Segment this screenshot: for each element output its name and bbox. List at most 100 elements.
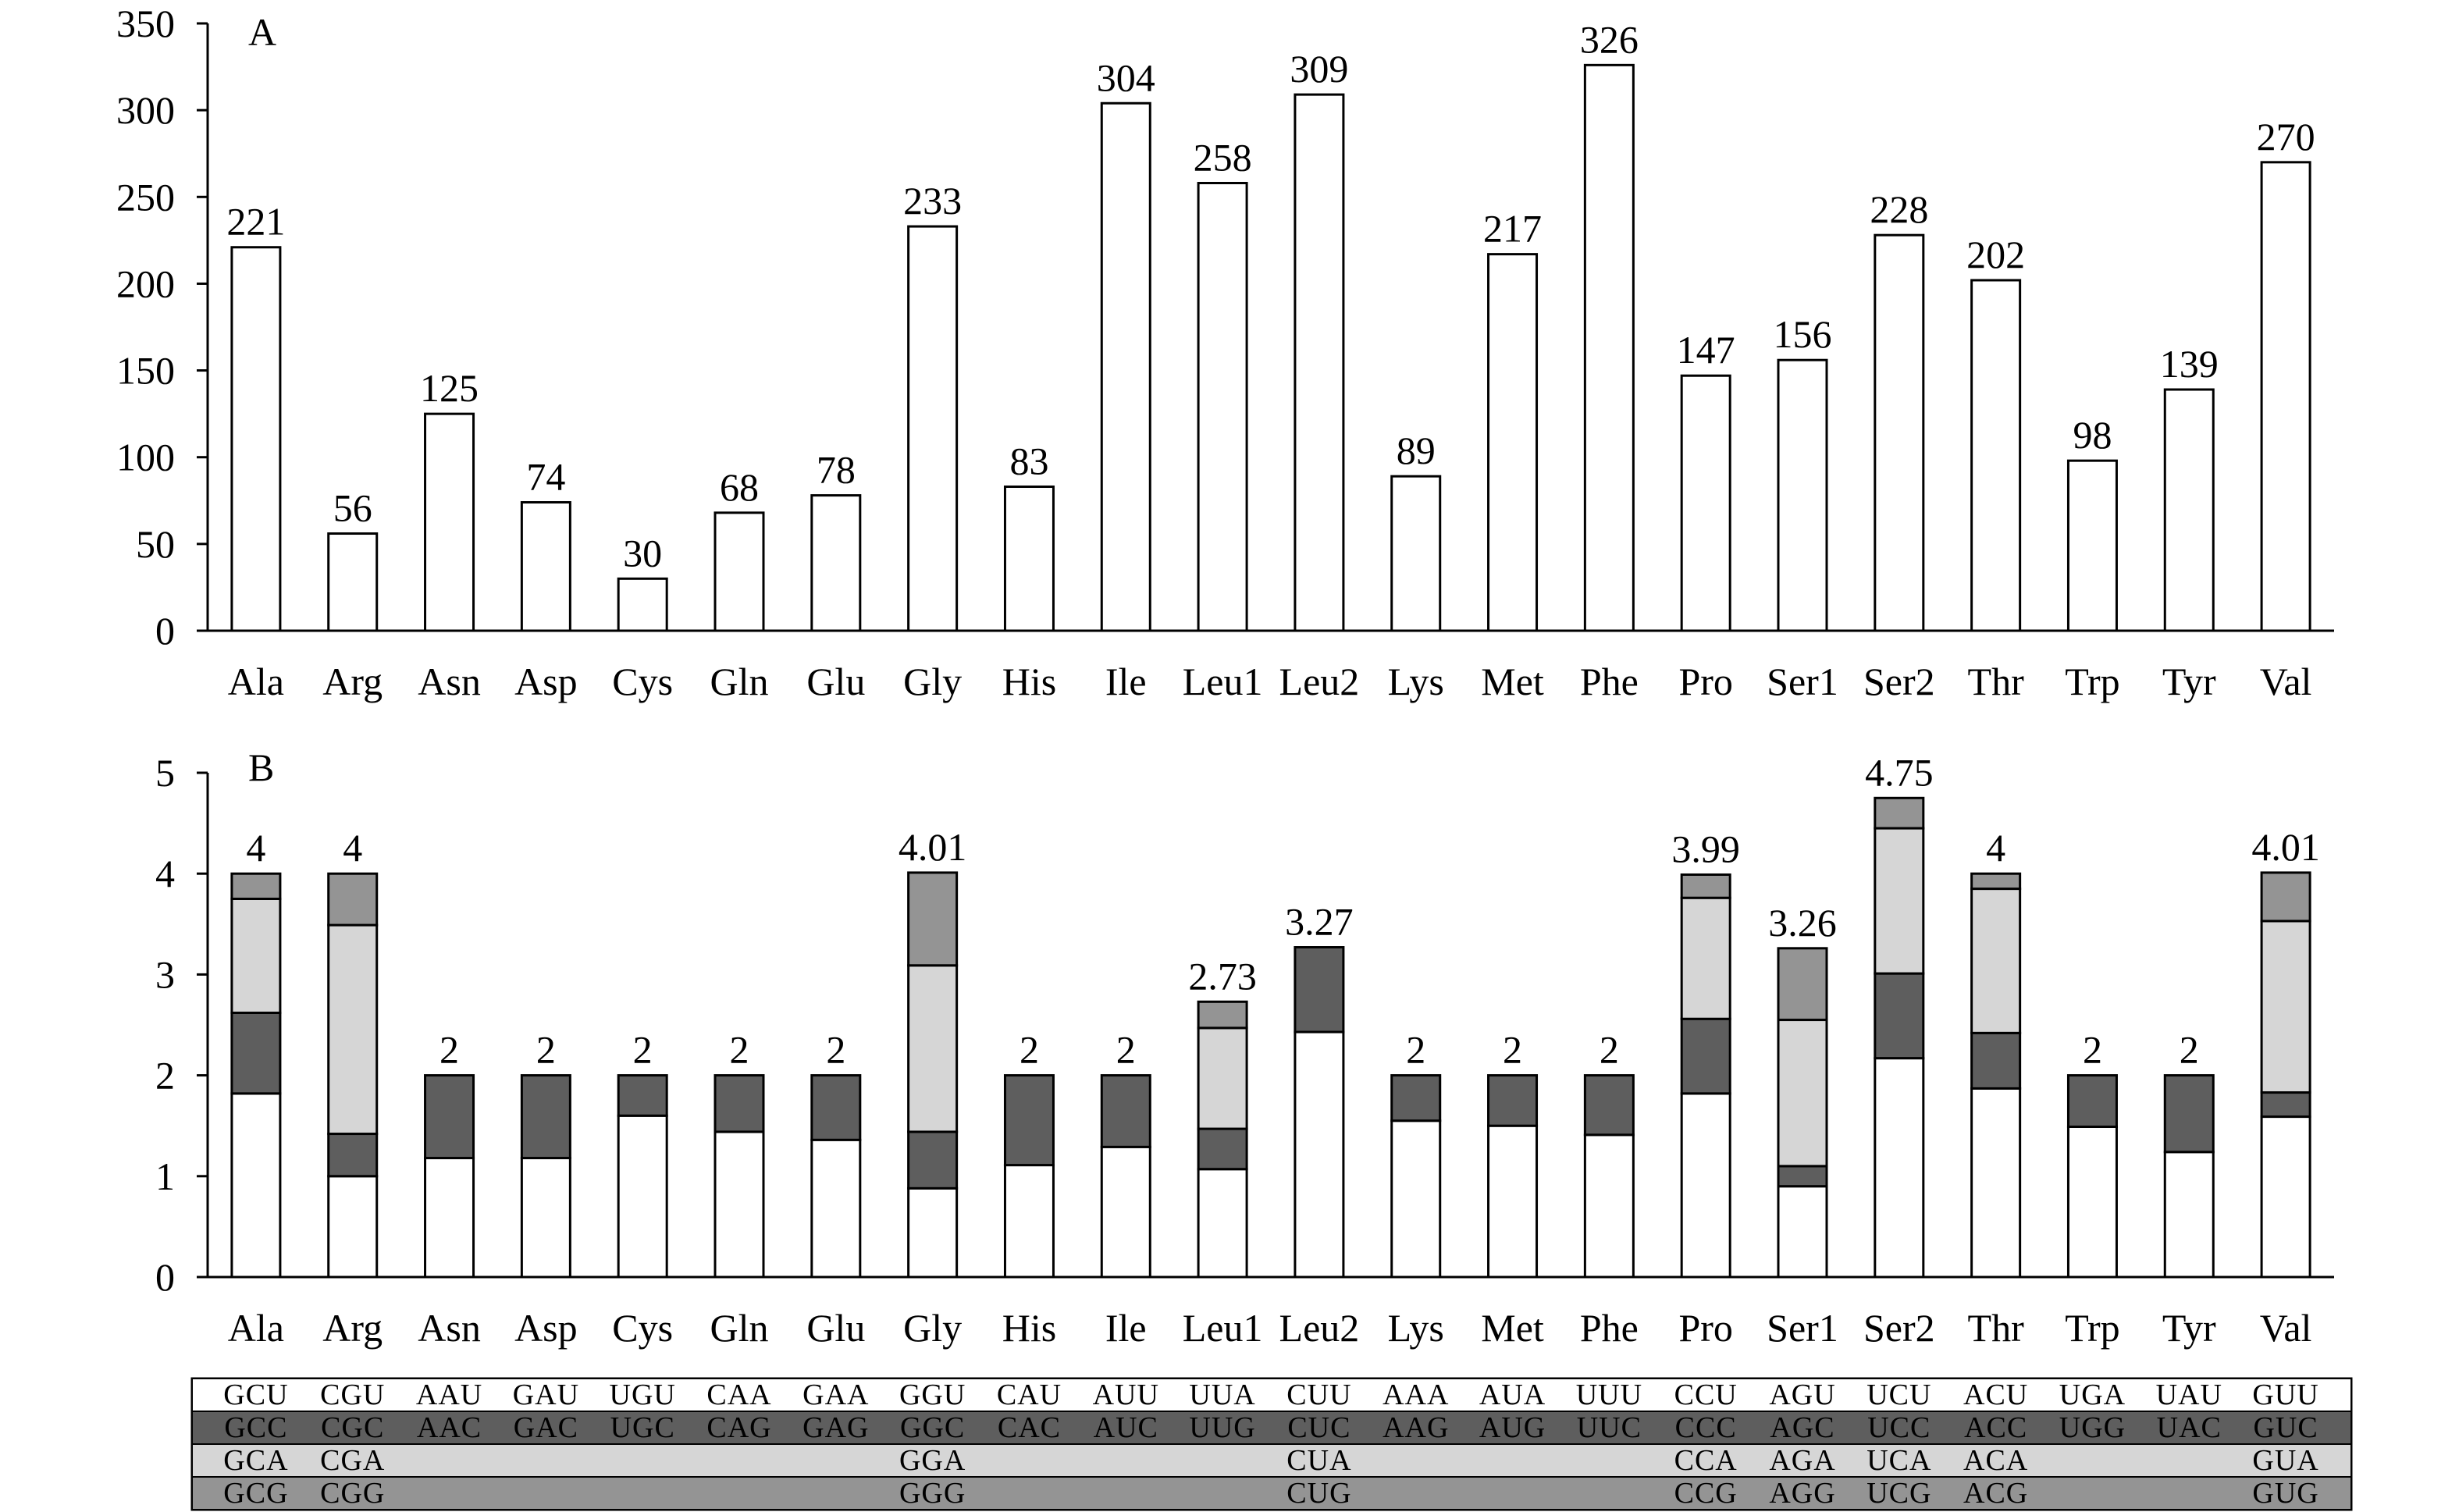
bar-segment <box>907 964 959 1133</box>
bar-segment <box>2066 1074 2118 1128</box>
codon-label: UUA <box>1189 1379 1255 1411</box>
x-tick-label: Gly <box>903 1306 962 1350</box>
codon-label: CCC <box>1675 1411 1737 1444</box>
codon-label: UGC <box>610 1411 675 1444</box>
codon-row-background <box>191 1443 2352 1478</box>
data-label: 4.75 <box>1865 750 1934 794</box>
codon-label: AGU <box>1769 1379 1835 1411</box>
data-label: 4 <box>1986 826 2005 870</box>
data-label: 2 <box>536 1028 556 1072</box>
codon-label: AGA <box>1769 1444 1835 1477</box>
codon-label: CCU <box>1674 1379 1738 1411</box>
data-label: 326 <box>1580 17 1639 61</box>
x-tick-label: Val <box>2260 1306 2312 1350</box>
bar-segment <box>230 1092 282 1279</box>
y-tick-label: 2 <box>155 1054 175 1098</box>
bar-segment <box>1970 872 2022 891</box>
codon-label: UGA <box>2059 1379 2126 1411</box>
data-label: 78 <box>817 448 856 492</box>
x-tick-label: Arg <box>322 660 383 703</box>
codon-label: GUA <box>2252 1444 2318 1477</box>
x-tick-label: Gly <box>903 660 962 703</box>
data-label: 83 <box>1009 439 1048 483</box>
x-tick-label: Gln <box>710 1306 769 1350</box>
bar-segment <box>520 1157 571 1279</box>
bar-segment <box>907 871 959 967</box>
bar <box>1487 253 1539 632</box>
data-label: 98 <box>2073 413 2112 457</box>
codon-label: CUU <box>1286 1379 1351 1411</box>
data-label: 2 <box>1406 1028 1425 1072</box>
data-label: 270 <box>2257 115 2315 158</box>
codon-label: GUU <box>2252 1379 2318 1411</box>
data-label: 2 <box>1503 1028 1522 1072</box>
codon-label: GAU <box>513 1379 579 1411</box>
y-tick-label: 300 <box>116 88 175 132</box>
codon-label: UGU <box>610 1379 676 1411</box>
bar-segment <box>1777 1185 1828 1279</box>
bar-segment <box>1777 1019 1828 1168</box>
codon-label: GAG <box>802 1411 869 1444</box>
x-tick-label: Cys <box>612 1306 673 1350</box>
x-tick-label: Leu1 <box>1183 1306 1263 1350</box>
codon-label: ACA <box>1963 1444 2028 1477</box>
data-label: 4 <box>246 826 265 870</box>
data-label: 228 <box>1870 187 1928 231</box>
data-label: 56 <box>333 486 372 530</box>
bar <box>1003 486 1055 632</box>
bar-segment <box>1390 1074 1442 1122</box>
codon-label: GUG <box>2252 1477 2318 1510</box>
bar-segment <box>1197 1168 1248 1279</box>
codon-label: CAG <box>706 1411 771 1444</box>
bar-segment <box>1197 1000 1248 1030</box>
bar-segment <box>1390 1119 1442 1279</box>
bar-segment <box>1583 1074 1635 1137</box>
bar-segment <box>1874 827 1925 975</box>
data-label: 304 <box>1097 55 1155 99</box>
bar-segment <box>1680 896 1731 1020</box>
x-tick-label: Glu <box>806 660 865 703</box>
codon-label: GCA <box>223 1444 288 1477</box>
data-label: 2 <box>2180 1028 2199 1072</box>
bar-segment <box>327 872 379 927</box>
codon-label: UAC <box>2157 1411 2222 1444</box>
codon-label: CAA <box>706 1379 771 1411</box>
codon-label: UUC <box>1577 1411 1642 1444</box>
data-label: 156 <box>1774 312 1832 356</box>
x-tick-label: Met <box>1481 660 1544 703</box>
y-tick-label: 100 <box>116 436 175 479</box>
bar-segment <box>2260 1091 2311 1119</box>
data-label: 3.99 <box>1671 827 1740 870</box>
bar-segment <box>2163 1074 2215 1154</box>
x-tick-label: Thr <box>1968 1306 2025 1350</box>
bar-segment <box>1294 946 1345 1033</box>
codon-label: AUG <box>1479 1411 1546 1444</box>
y-tick-label: 5 <box>155 751 175 795</box>
x-tick-label: Cys <box>612 660 673 703</box>
bar-segment <box>810 1074 862 1141</box>
bar-segment <box>907 1130 959 1190</box>
x-tick-label: Asp <box>514 660 578 703</box>
bar-segment <box>327 923 379 1136</box>
x-tick-label: Asn <box>418 1306 481 1350</box>
bar <box>1294 93 1345 632</box>
codon-label: UCC <box>1867 1411 1931 1444</box>
y-tick-label: 3 <box>155 952 175 996</box>
bar-segment <box>810 1138 862 1279</box>
bar-segment <box>230 898 282 1014</box>
x-tick-label: Ile <box>1105 660 1147 703</box>
bar <box>520 501 571 632</box>
codon-label: CGG <box>320 1477 385 1510</box>
bar-segment <box>424 1157 475 1279</box>
bar-segment <box>327 1133 379 1178</box>
data-label: 309 <box>1290 47 1348 91</box>
bar <box>1874 233 1925 632</box>
codon-label: CCA <box>1674 1444 1738 1477</box>
x-tick-label: Ser1 <box>1767 660 1838 703</box>
bar-segment <box>1003 1164 1055 1279</box>
codon-label: UGG <box>2059 1411 2126 1444</box>
x-tick-label: Trp <box>2065 1306 2119 1350</box>
bar <box>2260 161 2311 632</box>
codon-label: AUC <box>1094 1411 1158 1444</box>
